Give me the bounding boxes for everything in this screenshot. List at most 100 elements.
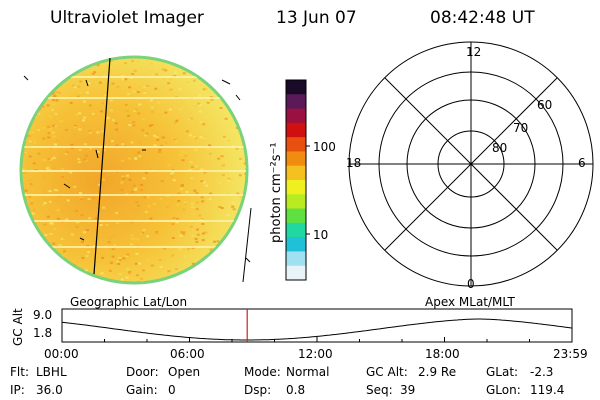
speckle (77, 152, 81, 155)
speckle (47, 136, 51, 139)
polar-panel-label: Apex MLat/MLT (425, 295, 515, 309)
speckle (125, 110, 129, 112)
speckle (182, 280, 186, 282)
speckle (174, 139, 178, 142)
speckle (179, 108, 183, 111)
speckle (47, 132, 51, 135)
speckle (163, 247, 167, 250)
info-mode-label: Mode: (244, 365, 281, 379)
colorbar (286, 80, 306, 281)
speckle (45, 61, 49, 64)
polar-diagonal-2 (384, 77, 558, 251)
speckle (167, 270, 171, 273)
speckle (31, 263, 35, 266)
speckle (98, 81, 102, 84)
mlat-label-80: 80 (492, 141, 508, 155)
altitude-ylabel: GC Alt (11, 308, 25, 346)
speckle (37, 129, 41, 132)
speckle (164, 69, 168, 72)
speckle (109, 261, 113, 264)
speckle (22, 104, 26, 106)
speckle (133, 188, 137, 191)
speckle (25, 236, 29, 239)
mlt-label-18: 18 (346, 156, 362, 170)
speckle (49, 222, 53, 225)
speckle (65, 218, 69, 221)
speckle (161, 136, 165, 139)
speckle (70, 143, 74, 146)
speckle (240, 267, 244, 270)
info-door-value: Open (168, 365, 201, 379)
speckle (73, 86, 77, 89)
speckle (132, 237, 136, 240)
speckle (141, 118, 145, 121)
speckle (85, 91, 89, 94)
speckle (42, 137, 46, 140)
info-glon-label: GLon: (486, 383, 521, 397)
speckle (45, 72, 49, 75)
info-gcalt-label: GC Alt: (366, 365, 408, 379)
speckle (248, 61, 251, 63)
speckle (56, 209, 60, 212)
speckle (38, 59, 42, 62)
speckle (135, 252, 139, 255)
speckle (194, 165, 198, 168)
speckle (140, 277, 144, 280)
speckle (42, 203, 46, 206)
speckle (59, 156, 63, 159)
speckle (130, 243, 133, 246)
uv-image (19, 55, 252, 285)
speckle (63, 250, 67, 253)
speckle (34, 116, 38, 118)
speckle (61, 210, 65, 213)
altitude-curve (61, 318, 573, 341)
speckle (141, 280, 144, 282)
speckle (132, 90, 136, 93)
speckle (171, 254, 175, 257)
speckle (217, 157, 221, 160)
speckle (39, 256, 43, 259)
speckle (32, 72, 36, 75)
speckle (205, 70, 209, 73)
speckle (153, 134, 156, 137)
speckle (229, 88, 233, 91)
speckle (144, 210, 148, 213)
speckle (131, 73, 135, 75)
speckle (196, 201, 199, 204)
speckle (41, 105, 45, 108)
speckle (53, 199, 57, 202)
speckle (236, 58, 240, 61)
speckle (199, 264, 203, 267)
speckle (109, 109, 113, 112)
speckle (87, 82, 91, 85)
speckle (114, 122, 118, 125)
speckle (197, 276, 201, 279)
speckle (166, 206, 169, 208)
speckle (244, 172, 246, 175)
speckle (126, 253, 130, 256)
speckle (121, 78, 125, 81)
speckle (61, 254, 65, 257)
speckle (80, 198, 83, 200)
speckle (200, 196, 204, 199)
speckle (173, 121, 177, 124)
speckle (147, 205, 151, 208)
speckle (190, 165, 194, 168)
speckle (85, 154, 88, 157)
speckle (113, 244, 117, 247)
colorbar-band (286, 80, 306, 95)
speckle (180, 184, 184, 187)
speckle (45, 266, 49, 269)
speckle (82, 59, 86, 62)
speckle (213, 240, 216, 243)
speckle (229, 274, 233, 277)
speckle (63, 71, 67, 73)
speckle (106, 173, 110, 176)
info-door-label: Door: (126, 365, 159, 379)
speckle (96, 131, 100, 134)
speckle (158, 151, 162, 153)
speckle (158, 148, 162, 151)
speckle (125, 267, 129, 270)
speckle (55, 99, 59, 102)
colorbar-band (286, 122, 306, 138)
